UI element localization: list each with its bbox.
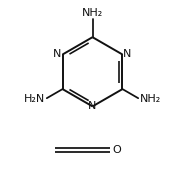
- Text: N: N: [88, 101, 97, 111]
- Text: N: N: [53, 49, 62, 60]
- Text: NH₂: NH₂: [82, 8, 103, 18]
- Text: H₂N: H₂N: [24, 94, 46, 104]
- Text: N: N: [123, 49, 132, 60]
- Text: NH₂: NH₂: [139, 94, 161, 104]
- Text: O: O: [112, 145, 121, 155]
